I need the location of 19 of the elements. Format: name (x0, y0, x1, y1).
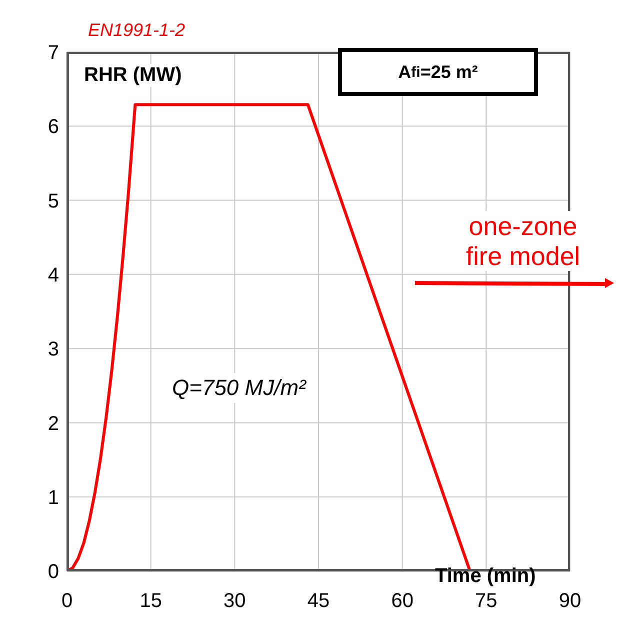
chart-title: EN1991-1-2 (88, 20, 186, 41)
y-tick-label: 1 (48, 486, 59, 509)
x-tick-label: 75 (475, 590, 498, 612)
x-tick-label: 90 (558, 590, 582, 612)
y-tick-label: 5 (48, 190, 59, 212)
annotation: Q=750 MJ/m² (168, 373, 310, 403)
x-tick-label: 30 (224, 590, 246, 612)
y-tick-label: 4 (48, 264, 59, 287)
x-axis-title: Time (min) (435, 565, 536, 587)
x-tick-label: 15 (140, 590, 162, 612)
y-tick-label: 2 (48, 412, 59, 435)
y-tick-label: 6 (48, 116, 59, 138)
x-tick-label: 45 (307, 590, 330, 612)
annotation: one-zone fire model (448, 211, 598, 271)
y-tick-label: 3 (48, 338, 59, 361)
x-tick-label: 60 (391, 590, 414, 612)
y-axis-title: RHR (MW) (80, 64, 186, 87)
y-tick-label: 0 (48, 561, 59, 584)
y-tick-label: 7 (48, 42, 59, 64)
